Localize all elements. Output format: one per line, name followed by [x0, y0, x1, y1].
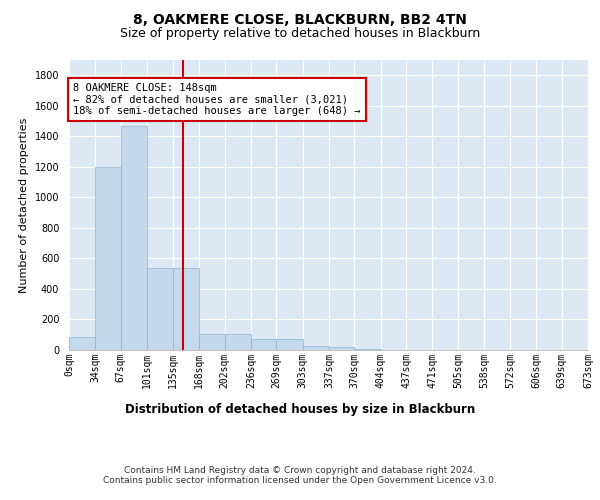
Bar — [173, 268, 199, 350]
Bar — [69, 336, 95, 350]
Bar — [302, 346, 329, 350]
Text: 8, OAKMERE CLOSE, BLACKBURN, BB2 4TN: 8, OAKMERE CLOSE, BLACKBURN, BB2 4TN — [133, 12, 467, 26]
Bar — [329, 347, 355, 350]
Bar — [251, 338, 277, 350]
Bar — [199, 334, 225, 350]
Bar — [147, 268, 173, 350]
Bar — [95, 167, 121, 350]
Text: Distribution of detached houses by size in Blackburn: Distribution of detached houses by size … — [125, 402, 475, 415]
Bar — [225, 334, 251, 350]
Text: Size of property relative to detached houses in Blackburn: Size of property relative to detached ho… — [120, 28, 480, 40]
Text: 8 OAKMERE CLOSE: 148sqm
← 82% of detached houses are smaller (3,021)
18% of semi: 8 OAKMERE CLOSE: 148sqm ← 82% of detache… — [73, 83, 361, 116]
Y-axis label: Number of detached properties: Number of detached properties — [19, 118, 29, 292]
Text: Contains HM Land Registry data © Crown copyright and database right 2024.
Contai: Contains HM Land Registry data © Crown c… — [103, 466, 497, 485]
Bar — [277, 340, 302, 350]
Bar — [355, 349, 380, 350]
Bar — [121, 126, 147, 350]
